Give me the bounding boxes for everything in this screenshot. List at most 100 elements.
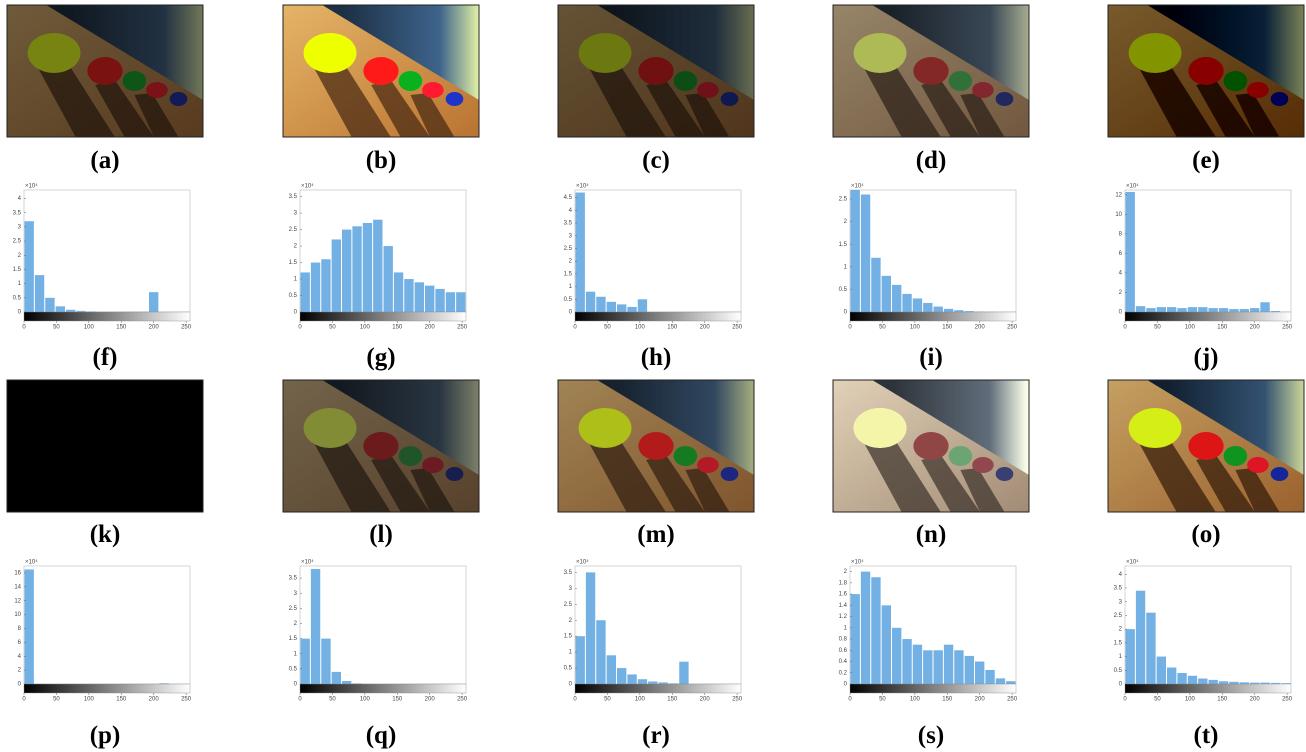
x-tick-label: 250 bbox=[1282, 325, 1293, 331]
y-tick-label: 0.5 bbox=[564, 297, 573, 303]
x-tick-label: 200 bbox=[1250, 325, 1261, 331]
x-tick-label: 250 bbox=[732, 325, 743, 331]
x-tick-label: 150 bbox=[1217, 325, 1228, 331]
caption: (p) bbox=[90, 722, 121, 749]
y-tick-label: 6 bbox=[18, 640, 22, 646]
caption: (s) bbox=[918, 722, 944, 749]
bar bbox=[1125, 629, 1135, 684]
y-multiplier: ×10⁴ bbox=[576, 183, 589, 190]
bar bbox=[954, 650, 964, 684]
colorbar bbox=[23, 683, 191, 694]
y-tick-label: 3.5 bbox=[289, 194, 298, 200]
photo-border bbox=[832, 379, 1030, 513]
bar bbox=[383, 246, 393, 312]
y-tick-label: 1 bbox=[18, 281, 22, 287]
bar bbox=[1198, 678, 1208, 684]
y-tick-label: 3.5 bbox=[1114, 586, 1123, 592]
x-tick-label: 150 bbox=[116, 325, 127, 331]
photo bbox=[7, 5, 203, 137]
photo bbox=[283, 380, 479, 512]
x-tick-label: 200 bbox=[425, 697, 436, 703]
bar bbox=[1260, 302, 1270, 312]
bar bbox=[627, 674, 637, 684]
y-tick-label: 0 bbox=[18, 682, 22, 688]
bar bbox=[943, 308, 954, 312]
x-tick-label: 0 bbox=[22, 325, 26, 331]
bar bbox=[933, 650, 943, 684]
bar bbox=[881, 275, 891, 312]
y-multiplier: ×10⁴ bbox=[851, 559, 864, 566]
bar bbox=[24, 221, 34, 312]
x-tick-label: 50 bbox=[879, 697, 886, 703]
photo bbox=[283, 5, 479, 137]
bar bbox=[393, 272, 404, 312]
caption: (h) bbox=[641, 344, 672, 371]
caption: (a) bbox=[90, 147, 119, 174]
y-tick-label: 2.5 bbox=[289, 606, 298, 612]
x-tick-label: 250 bbox=[181, 325, 192, 331]
bar bbox=[1260, 682, 1270, 684]
bar bbox=[352, 226, 362, 312]
x-tick-label: 200 bbox=[425, 325, 436, 331]
caption: (r) bbox=[642, 722, 670, 749]
bar bbox=[342, 680, 352, 684]
y-tick-label: 1.4 bbox=[839, 603, 848, 609]
x-tick-label: 50 bbox=[604, 325, 611, 331]
y-tick-label: 2 bbox=[294, 244, 298, 250]
y-tick-label: 3 bbox=[18, 224, 22, 230]
caption: (g) bbox=[366, 344, 395, 371]
x-tick-label: 100 bbox=[910, 697, 921, 703]
bar bbox=[300, 272, 310, 312]
bar bbox=[850, 190, 860, 312]
bar bbox=[1156, 307, 1166, 312]
x-tick-label: 150 bbox=[1217, 697, 1228, 703]
y-tick-label: 0 bbox=[294, 310, 298, 316]
y-tick-label: 0.5 bbox=[1114, 668, 1123, 674]
y-tick-label: 0.5 bbox=[13, 295, 22, 301]
y-tick-label: 1 bbox=[569, 650, 573, 656]
bar bbox=[435, 288, 445, 312]
x-tick-label: 250 bbox=[457, 697, 468, 703]
y-tick-label: 3 bbox=[569, 586, 573, 592]
x-tick-label: 200 bbox=[149, 325, 160, 331]
x-tick-label: 150 bbox=[667, 697, 678, 703]
x-tick-label: 0 bbox=[573, 697, 577, 703]
y-tick-label: 2 bbox=[294, 621, 298, 627]
bar bbox=[1218, 308, 1229, 312]
bar bbox=[637, 679, 648, 684]
bar bbox=[658, 682, 668, 684]
bar bbox=[1250, 682, 1260, 684]
y-tick-label: 6 bbox=[1119, 251, 1123, 257]
y-tick-label: 3 bbox=[294, 591, 298, 597]
y-tick-label: 0 bbox=[844, 682, 848, 688]
caption: (e) bbox=[1192, 147, 1220, 174]
bar bbox=[975, 661, 985, 684]
x-tick-label: 0 bbox=[298, 697, 302, 703]
bar bbox=[860, 571, 871, 684]
caption: (f) bbox=[93, 344, 118, 371]
y-tick-label: 0 bbox=[1119, 310, 1123, 316]
x-tick-label: 50 bbox=[329, 697, 336, 703]
bar bbox=[585, 572, 596, 684]
y-tick-label: 8 bbox=[18, 626, 22, 632]
y-tick-label: 1.2 bbox=[839, 614, 848, 620]
bar bbox=[596, 620, 606, 684]
y-multiplier: ×10⁴ bbox=[25, 559, 38, 566]
bar bbox=[1177, 308, 1187, 312]
x-tick-label: 200 bbox=[700, 325, 711, 331]
y-tick-label: 2.5 bbox=[564, 246, 573, 252]
bar bbox=[585, 291, 596, 312]
photo bbox=[558, 5, 754, 137]
bar bbox=[1135, 590, 1146, 684]
bar bbox=[76, 310, 86, 312]
x-tick-label: 250 bbox=[1282, 697, 1293, 703]
y-tick-label: 1.5 bbox=[1114, 640, 1123, 646]
bar bbox=[995, 678, 1006, 684]
bar bbox=[34, 275, 45, 312]
y-tick-label: 3.5 bbox=[564, 570, 573, 576]
bar bbox=[1187, 675, 1198, 684]
bar bbox=[923, 302, 933, 312]
bar bbox=[66, 309, 76, 312]
x-tick-label: 250 bbox=[1007, 325, 1018, 331]
